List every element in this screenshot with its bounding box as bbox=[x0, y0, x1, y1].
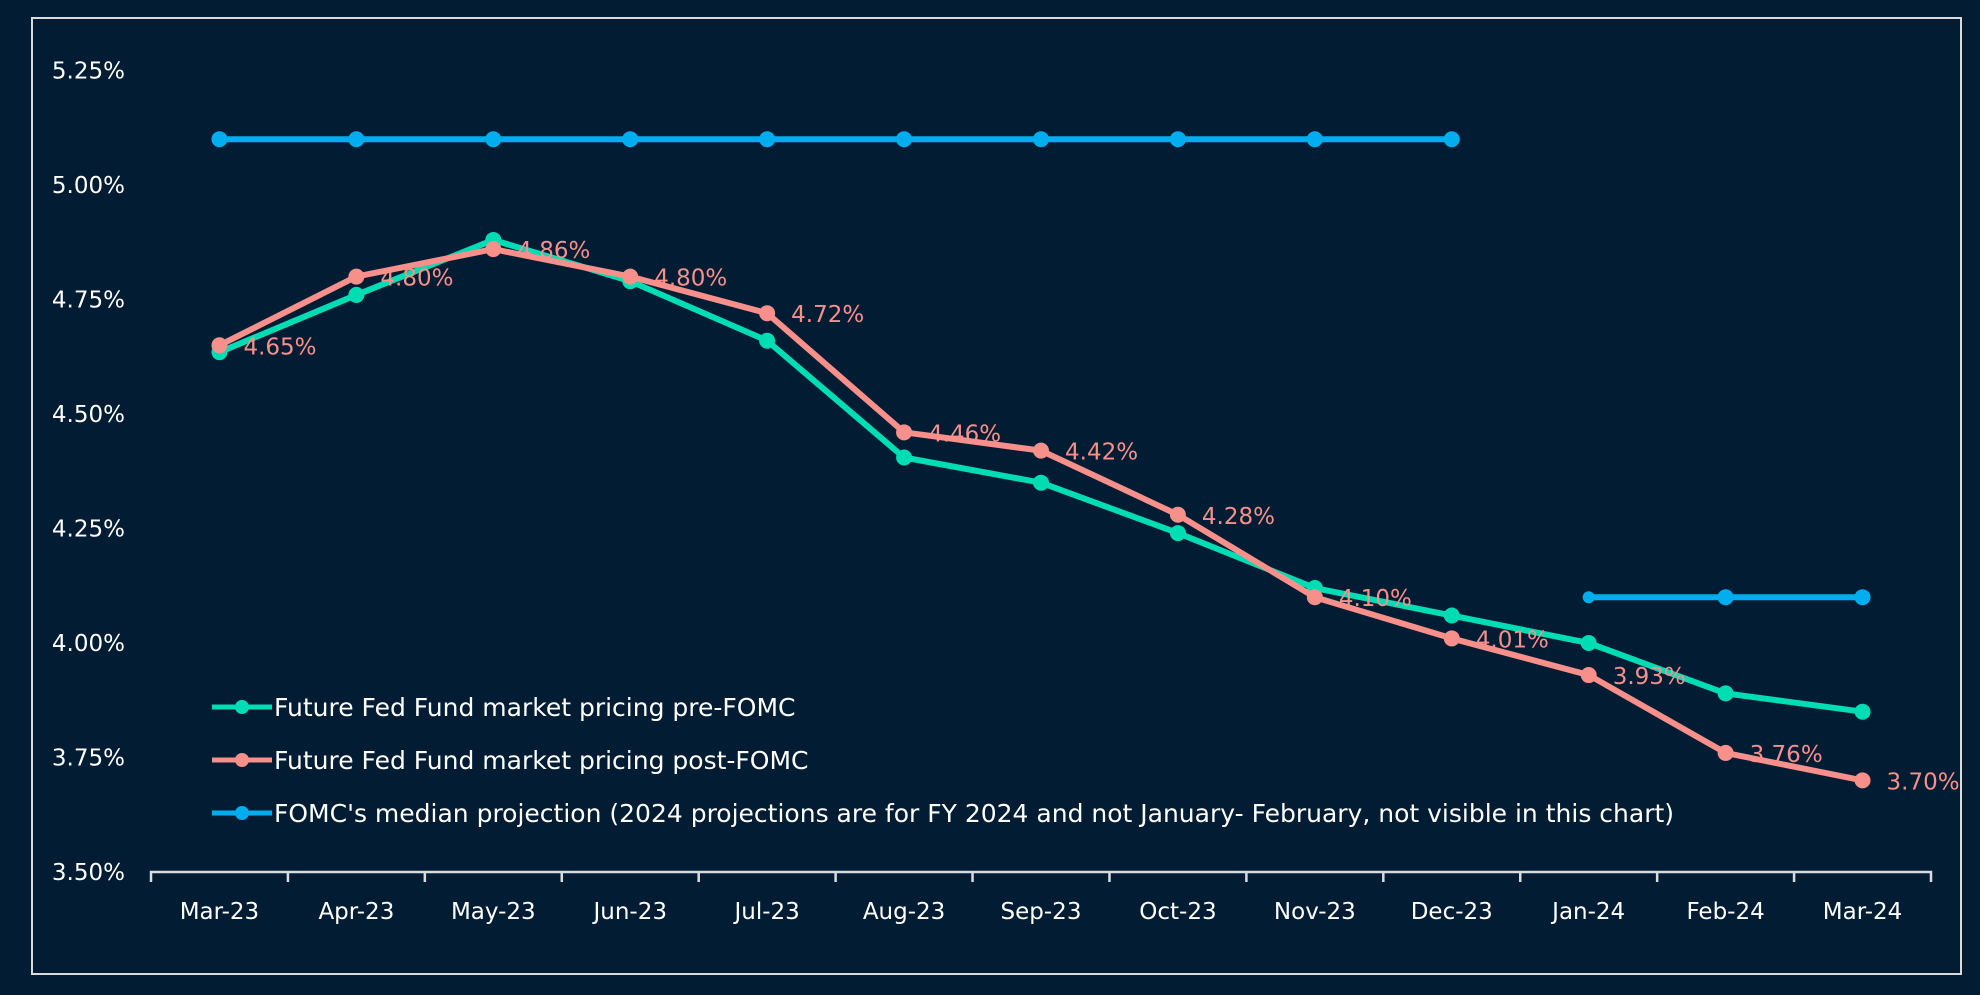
data-point bbox=[1033, 131, 1049, 148]
data-point bbox=[759, 332, 776, 349]
series-layer bbox=[211, 131, 1871, 789]
x-tick-label: Jan-24 bbox=[1550, 899, 1625, 925]
legend-item: Future Fed Fund market pricing pre-FOMC bbox=[212, 693, 795, 722]
y-tick-label: 4.75% bbox=[52, 288, 125, 314]
data-point bbox=[1580, 667, 1597, 684]
data-label: 4.28% bbox=[1202, 504, 1275, 530]
data-point bbox=[1717, 744, 1734, 761]
data-label: 4.01% bbox=[1476, 627, 1549, 653]
data-label: 4.80% bbox=[380, 266, 453, 292]
y-tick-label: 5.00% bbox=[52, 173, 125, 199]
data-point bbox=[1443, 630, 1460, 647]
data-point bbox=[211, 131, 228, 148]
data-point bbox=[1582, 591, 1595, 604]
x-tick-label: Feb-24 bbox=[1686, 899, 1764, 925]
data-point bbox=[1443, 607, 1460, 624]
data-point bbox=[1306, 131, 1323, 148]
legend-item: FOMC's median projection (2024 projectio… bbox=[212, 799, 1674, 828]
data-point bbox=[759, 131, 776, 148]
data-label: 4.72% bbox=[791, 302, 864, 328]
data-labels: 4.65% 4.80% 4.86% 4.80% 4.72% 4.46% 4.42% 4.28%… bbox=[243, 238, 1959, 795]
series-1 bbox=[211, 241, 1871, 789]
y-tick-label: 5.25% bbox=[52, 59, 125, 85]
data-label: 4.46% bbox=[928, 421, 1001, 447]
data-point bbox=[348, 131, 365, 148]
y-tick-label: 3.50% bbox=[52, 860, 125, 886]
x-tick-label: Dec-23 bbox=[1411, 899, 1493, 925]
data-point bbox=[622, 268, 639, 285]
data-label: 3.76% bbox=[1750, 742, 1823, 768]
data-point bbox=[1169, 131, 1186, 148]
data-point bbox=[1033, 474, 1049, 491]
data-point bbox=[348, 268, 365, 285]
y-tick-label: 4.00% bbox=[52, 631, 125, 657]
legend-swatch-marker bbox=[235, 753, 249, 767]
x-tick-label: Mar-24 bbox=[1823, 899, 1903, 925]
data-point bbox=[485, 131, 502, 148]
data-label: 4.42% bbox=[1065, 440, 1138, 466]
y-tick-label: 3.75% bbox=[52, 746, 125, 772]
legend: Future Fed Fund market pricing pre-FOMC F… bbox=[212, 693, 1674, 828]
data-label: 3.70% bbox=[1887, 769, 1960, 795]
x-tick-label: May-23 bbox=[451, 899, 536, 925]
data-point bbox=[1033, 442, 1049, 459]
x-tick-label: Aug-23 bbox=[863, 899, 945, 925]
data-point bbox=[1169, 506, 1186, 523]
data-point bbox=[896, 424, 913, 441]
legend-label: Future Fed Fund market pricing pre-FOMC bbox=[274, 693, 795, 722]
x-tick-label: Oct-23 bbox=[1139, 899, 1216, 925]
legend-label: FOMC's median projection (2024 projectio… bbox=[274, 799, 1674, 828]
data-point bbox=[1717, 685, 1734, 702]
x-axis-line bbox=[149, 870, 1933, 882]
data-point bbox=[1169, 525, 1186, 542]
data-point bbox=[896, 449, 913, 466]
x-tick-label: Jun-23 bbox=[591, 899, 667, 925]
data-label: 4.65% bbox=[243, 334, 316, 360]
data-point bbox=[348, 286, 365, 303]
legend-swatch-marker bbox=[235, 700, 249, 714]
data-label: 4.10% bbox=[1339, 586, 1412, 612]
y-axis: 3.50% 3.75% 4.00% 4.25% 4.50% 4.75% 5.00% 5.25% bbox=[52, 59, 125, 887]
x-tick-label: Mar-23 bbox=[180, 899, 260, 925]
x-tick-label: Jul-23 bbox=[732, 899, 799, 925]
x-tick-label: Sep-23 bbox=[1001, 899, 1082, 925]
x-tick-label: Nov-23 bbox=[1274, 899, 1356, 925]
chart-frame bbox=[31, 17, 1962, 975]
y-tick-label: 4.25% bbox=[52, 517, 125, 543]
data-label: 3.93% bbox=[1613, 664, 1686, 690]
data-point bbox=[1854, 772, 1871, 789]
legend-item: Future Fed Fund market pricing post-FOMC bbox=[212, 746, 809, 775]
data-point bbox=[896, 131, 913, 148]
legend-label: Future Fed Fund market pricing post-FOMC bbox=[274, 746, 809, 775]
data-point bbox=[1854, 589, 1871, 606]
y-tick-label: 4.50% bbox=[52, 402, 125, 428]
data-point bbox=[759, 305, 776, 322]
data-label: 4.86% bbox=[517, 238, 590, 264]
x-tick-label: Apr-23 bbox=[318, 899, 394, 925]
data-point bbox=[1306, 589, 1323, 606]
x-axis: Mar-23 Apr-23 May-23 Jun-23 Jul-23 Aug-23 Sep-… bbox=[149, 870, 1933, 925]
data-point bbox=[1580, 635, 1597, 651]
legend-swatch-marker bbox=[235, 806, 249, 820]
data-point bbox=[1717, 589, 1734, 606]
data-point bbox=[1443, 131, 1460, 148]
data-point bbox=[1854, 703, 1871, 720]
series-0 bbox=[211, 231, 1871, 720]
data-point bbox=[622, 131, 639, 148]
data-label: 4.80% bbox=[654, 266, 727, 292]
data-point bbox=[211, 337, 228, 354]
series-2 bbox=[211, 131, 1871, 606]
data-point bbox=[485, 241, 502, 258]
